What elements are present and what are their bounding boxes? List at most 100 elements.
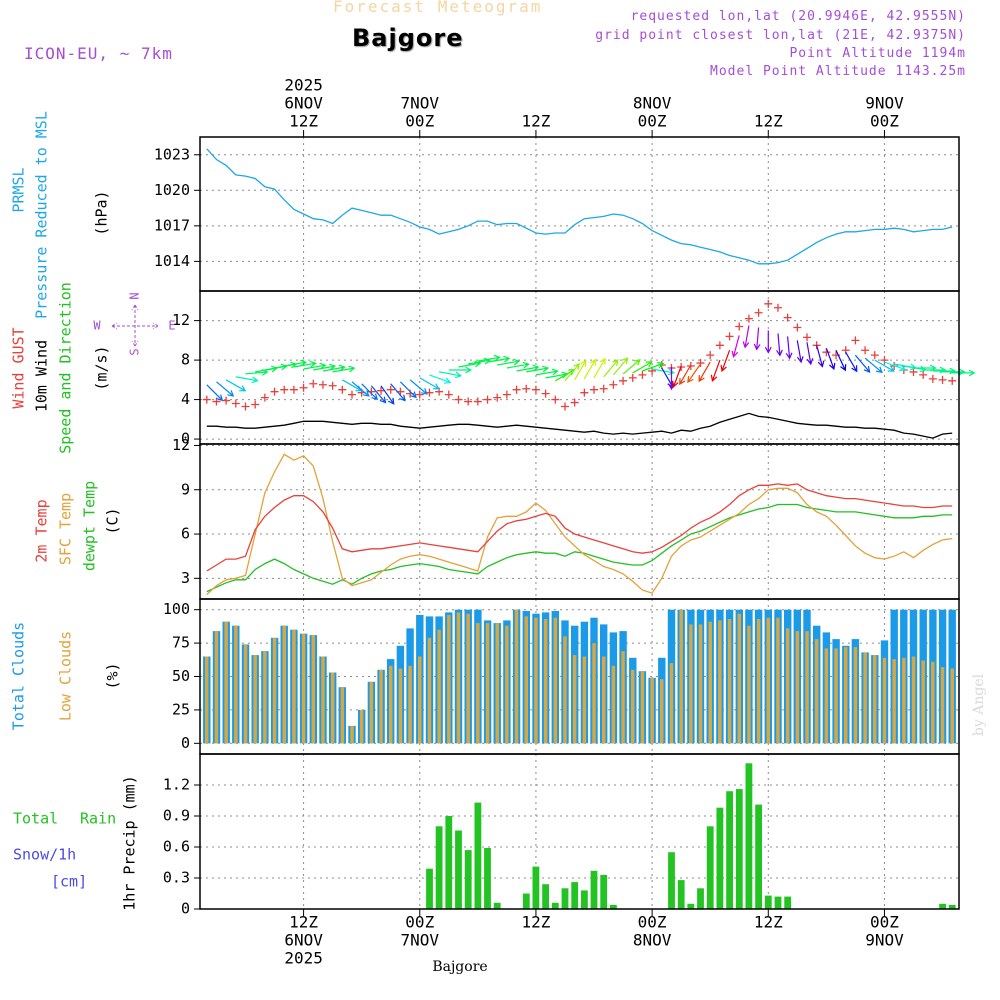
2m-temp-label: 2m Temp — [33, 499, 51, 562]
low-cloud-bar — [389, 665, 393, 744]
gust-marker — [309, 379, 318, 388]
rain-bar — [600, 874, 608, 909]
wind-arrow — [642, 361, 665, 372]
gust-marker — [483, 395, 492, 404]
gust-marker — [280, 385, 289, 394]
bottom-time-label: 12Z — [754, 913, 783, 932]
low-cloud-bar — [572, 655, 577, 744]
wind-arrow — [710, 359, 721, 382]
gust-marker — [222, 396, 231, 405]
clouds-ytick-label: 75 — [172, 634, 190, 652]
rain-bar — [706, 826, 714, 909]
clouds-ytick-label: 25 — [172, 700, 190, 718]
precip-ytick-label: 0.3 — [163, 869, 190, 887]
low-cloud-bar — [582, 656, 587, 744]
low-cloud-bar — [253, 655, 257, 744]
wind-arrow — [564, 363, 580, 382]
wind-arrow — [468, 357, 492, 365]
rain-bar — [493, 902, 501, 909]
gust-marker — [609, 380, 618, 389]
low-cloud-bar — [814, 639, 819, 744]
wind-arrow — [458, 360, 482, 368]
rain-bar — [745, 763, 753, 909]
low-cloud-bar — [727, 619, 732, 744]
wind-ytick-label: 0 — [181, 430, 190, 448]
bottom-time-label: 00Z — [870, 913, 899, 932]
low-cloud-bar — [660, 679, 664, 744]
gust-marker — [948, 376, 957, 385]
wind-arrow — [942, 368, 966, 376]
temperature-ytick-label: 6 — [181, 525, 190, 543]
rain-bar — [484, 848, 491, 909]
wind-arrow — [764, 330, 772, 354]
low-cloud-bar — [292, 629, 296, 744]
rain-bar — [668, 852, 675, 909]
clouds-ytick-label: 50 — [172, 667, 190, 685]
wind-arrow — [720, 349, 731, 373]
bottom-location-label: Bajgore — [432, 959, 487, 975]
rain-bar — [764, 895, 772, 909]
low-cloud-bar — [718, 620, 722, 744]
temp-unit: (C) — [104, 507, 122, 534]
gust-marker — [812, 341, 821, 350]
low-cloud-bar — [805, 631, 809, 744]
low-cloud-bar — [418, 656, 422, 744]
gust-marker — [473, 397, 482, 406]
gust-marker — [328, 381, 337, 390]
bottom-time-label: 6NOV — [284, 931, 323, 950]
low-cloud-bar — [272, 637, 277, 744]
gust-marker — [464, 397, 473, 406]
pressure-ytick-label: 1020 — [154, 181, 190, 199]
bottom-time-label: 00Z — [405, 913, 434, 932]
model-point-altitude: Model Point Altitude 1143.25m — [710, 64, 966, 79]
wind-arrow — [932, 367, 957, 375]
rain-bar — [581, 890, 588, 909]
meteogram-title: Forecast Meteogram — [333, 0, 543, 16]
compass-rose-icon — [111, 304, 159, 347]
wind-arrow — [293, 360, 317, 368]
low-cloud-bar — [340, 687, 345, 744]
precip-ytick-label: 0.6 — [163, 838, 190, 856]
rain-bar — [755, 804, 762, 909]
wind-10m-label: 10m Wind — [33, 340, 51, 412]
wind-arrow — [497, 358, 521, 366]
low-cloud-bar — [514, 609, 519, 744]
gust-marker — [338, 385, 347, 394]
low-cloud-bar — [669, 663, 674, 744]
rain-bar — [561, 888, 569, 909]
wind-arrow — [390, 383, 406, 402]
low-cloud-bar — [427, 637, 432, 744]
wind-arrow — [603, 359, 619, 378]
temperature-ytick-label: 3 — [181, 569, 190, 587]
rain-bar — [590, 870, 598, 909]
wind-arrow — [612, 357, 629, 376]
total-clouds-label: Total Clouds — [10, 622, 28, 730]
wind-arrow — [825, 348, 836, 371]
gust-marker — [628, 373, 637, 382]
wind-arrow — [785, 336, 793, 360]
low-cloud-bar — [795, 631, 800, 744]
rain-bar — [532, 866, 540, 909]
low-cloud-bar — [708, 621, 712, 744]
rain-bar — [726, 791, 733, 909]
gust-marker — [260, 393, 269, 402]
wind-arrow — [506, 361, 530, 369]
rain-bar — [677, 880, 685, 909]
compass-west: W — [93, 319, 101, 333]
low-cloud-bar — [824, 648, 829, 744]
dewpt-temp-line — [206, 503, 953, 593]
rain-bar — [697, 888, 704, 909]
top-time-label: 00Z — [638, 112, 667, 131]
top-time-label: 12Z — [521, 112, 550, 131]
low-cloud-bar — [234, 625, 238, 744]
top-time-label: 00Z — [870, 112, 899, 131]
wind-arrow — [303, 362, 327, 370]
low-cloud-bar — [853, 647, 858, 744]
low-cloud-bar — [563, 636, 567, 744]
clouds-ytick-label: 0 — [181, 734, 190, 752]
wind-arrow — [742, 325, 750, 349]
location-name: Bajgore — [352, 24, 464, 52]
low-cloud-bar — [689, 624, 693, 744]
gust-marker — [764, 299, 773, 308]
